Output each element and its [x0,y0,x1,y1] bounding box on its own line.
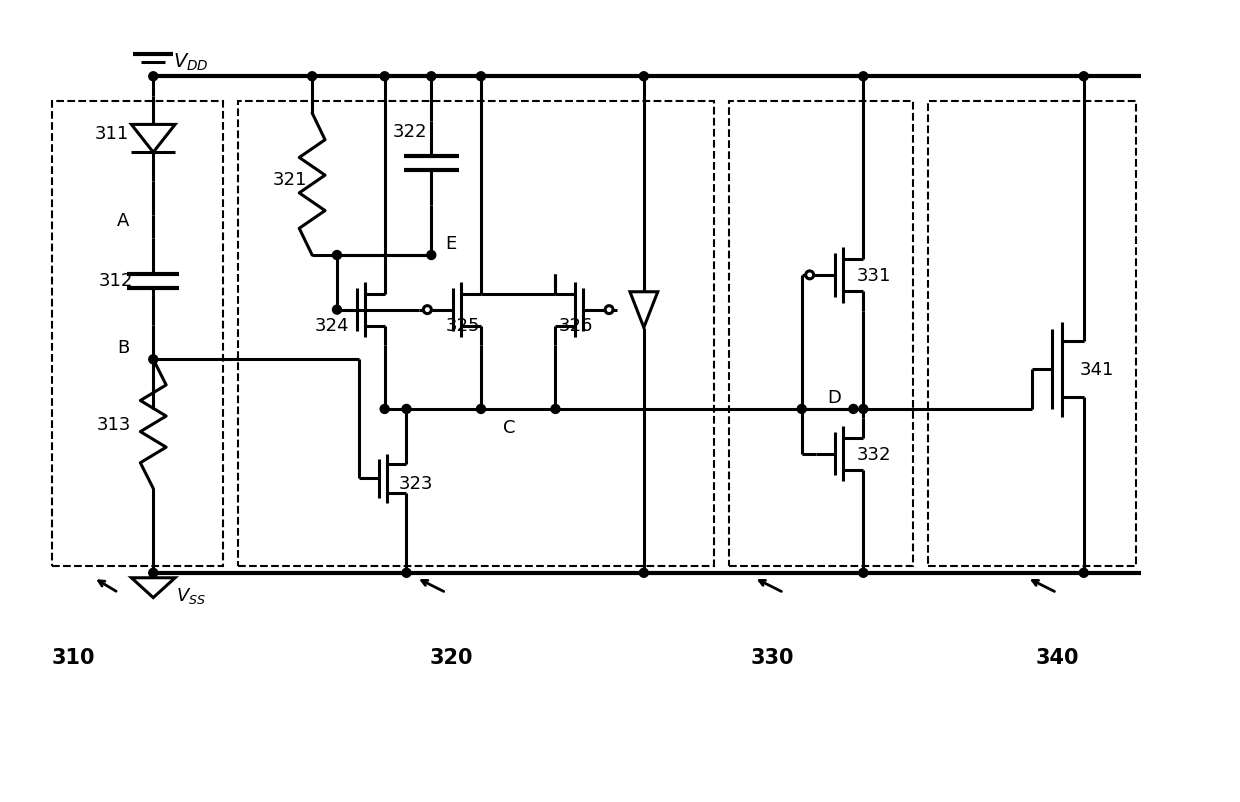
Circle shape [149,355,157,364]
Text: 341: 341 [1080,361,1114,379]
Text: 310: 310 [52,647,95,667]
Text: 340: 340 [1035,647,1079,667]
Polygon shape [131,125,175,153]
Text: C: C [502,419,515,436]
Circle shape [1079,569,1089,577]
Text: B: B [118,339,130,357]
Circle shape [1079,73,1089,82]
Circle shape [797,405,806,414]
Circle shape [308,73,316,82]
Text: 313: 313 [97,415,130,433]
Text: $V_{SS}$: $V_{SS}$ [176,585,206,605]
Circle shape [149,569,157,577]
Circle shape [859,405,868,414]
Circle shape [551,405,560,414]
Circle shape [640,569,649,577]
Text: $V_{DD}$: $V_{DD}$ [174,51,208,73]
Text: 331: 331 [857,266,892,285]
Bar [729,102,913,566]
Circle shape [402,569,410,577]
Text: 324: 324 [315,316,350,334]
Text: 322: 322 [392,123,427,140]
Circle shape [332,306,341,314]
Circle shape [149,73,157,82]
Circle shape [332,251,341,260]
Text: 332: 332 [857,445,892,463]
Text: 330: 330 [750,647,794,667]
Text: E: E [445,235,456,253]
Text: D: D [827,388,842,407]
Circle shape [427,73,435,82]
Circle shape [476,405,485,414]
Polygon shape [131,578,175,597]
Bar [238,102,714,566]
Circle shape [859,73,868,82]
Circle shape [402,405,410,414]
Circle shape [381,73,389,82]
Circle shape [381,405,389,414]
Circle shape [640,73,649,82]
Bar [928,102,1136,566]
Text: 320: 320 [429,647,472,667]
Bar [52,102,223,566]
Polygon shape [630,293,657,328]
Circle shape [427,251,435,260]
Text: 311: 311 [94,124,129,143]
Circle shape [859,569,868,577]
Circle shape [849,405,858,414]
Text: 325: 325 [446,316,480,334]
Text: 312: 312 [98,272,133,290]
Text: A: A [118,212,130,230]
Text: 326: 326 [559,316,594,334]
Text: 323: 323 [399,475,434,492]
Text: 321: 321 [273,170,308,188]
Circle shape [476,73,485,82]
